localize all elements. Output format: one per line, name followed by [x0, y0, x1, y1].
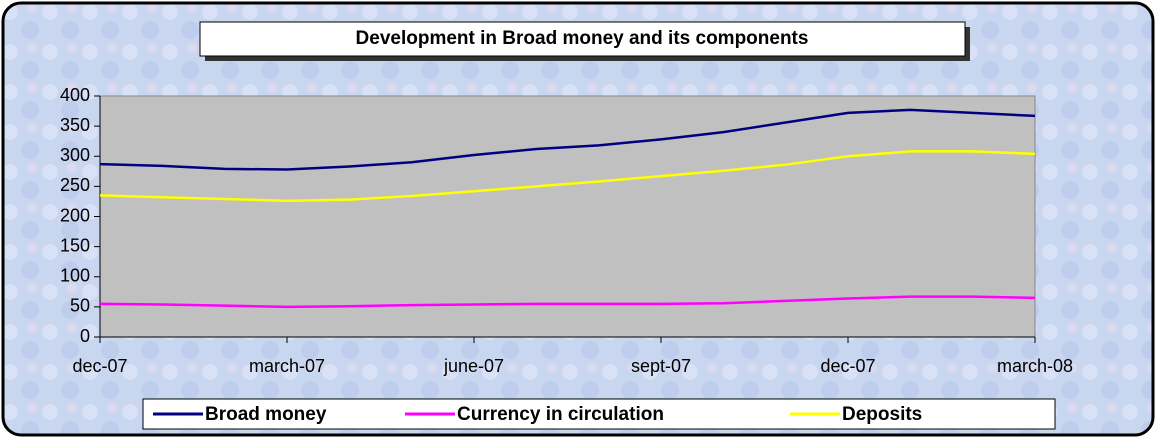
- legend-label: Currency in circulation: [457, 404, 664, 425]
- x-tick-label: dec-07: [820, 356, 875, 376]
- y-tick-label: 300: [60, 145, 90, 165]
- y-tick-label: 100: [60, 266, 90, 286]
- x-tick-label: sept-07: [631, 356, 691, 376]
- y-tick-label: 0: [80, 326, 90, 346]
- y-tick-label: 400: [60, 85, 90, 105]
- chart-title: Development in Broad money and its compo…: [356, 28, 809, 49]
- series-line: [99, 295, 1036, 309]
- y-tick-label: 350: [60, 115, 90, 135]
- x-tick-label: dec-07: [72, 356, 127, 376]
- title-box: [199, 21, 966, 57]
- plot-area: [99, 95, 1036, 338]
- y-tick-label: 250: [60, 175, 90, 195]
- y-tick-label: 150: [60, 235, 90, 255]
- series-line: [99, 150, 1036, 203]
- x-tick-label: march-08: [997, 356, 1073, 376]
- y-tick-label: 200: [60, 205, 90, 225]
- legend-box: [142, 398, 1056, 430]
- y-tick-label: 50: [70, 296, 90, 316]
- series-line: [99, 108, 1036, 171]
- x-tick-label: june-07: [443, 356, 504, 376]
- legend-label: Deposits: [842, 404, 922, 425]
- x-tick-label: march-07: [249, 356, 325, 376]
- legend-label: Broad money: [205, 404, 327, 425]
